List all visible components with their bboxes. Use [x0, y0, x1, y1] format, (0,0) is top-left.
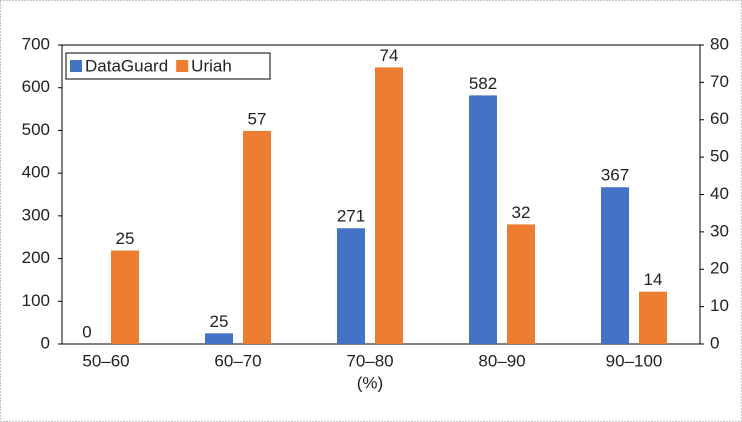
y2-tick-label: 70 [710, 72, 729, 91]
y2-tick-label: 0 [710, 333, 719, 352]
bar [111, 250, 139, 344]
data-label: 14 [644, 270, 663, 289]
y-tick-label: 200 [22, 248, 50, 267]
y2-tick-label: 60 [710, 109, 729, 128]
legend-swatch [176, 60, 189, 72]
x-tick-label: 60–70 [214, 351, 261, 370]
x-tick-label: 80–90 [478, 351, 525, 370]
data-label: 582 [469, 74, 497, 93]
x-tick-label: 90–100 [606, 351, 663, 370]
y2-tick-label: 80 [710, 34, 729, 53]
data-label: 367 [601, 166, 629, 185]
y-tick-label: 400 [22, 163, 50, 182]
y-tick-label: 600 [22, 77, 50, 96]
y2-tick-label: 30 [710, 221, 729, 240]
y-tick-label: 300 [22, 205, 50, 224]
data-label: 57 [248, 109, 267, 128]
y-tick-label: 700 [22, 34, 50, 53]
data-label: 32 [512, 203, 531, 222]
y2-tick-label: 10 [710, 296, 729, 315]
bar [639, 291, 667, 344]
bar [205, 333, 233, 344]
data-label: 271 [337, 207, 365, 226]
bar [243, 130, 271, 344]
x-tick-label: 50–60 [82, 351, 129, 370]
data-label: 25 [210, 312, 229, 331]
legend-box [65, 52, 271, 80]
bar [337, 228, 365, 344]
y2-tick-label: 50 [710, 147, 729, 166]
legend-label: Uriah [191, 56, 232, 75]
legend-swatch [70, 60, 82, 72]
legend-label: DataGuard [85, 56, 168, 75]
y-tick-label: 100 [22, 291, 50, 310]
data-label: 25 [116, 229, 135, 248]
data-label: 74 [380, 46, 399, 65]
bar [469, 95, 497, 344]
x-tick-label: 70–80 [346, 351, 393, 370]
y2-tick-label: 20 [710, 259, 729, 278]
x-axis-label: (%) [357, 373, 383, 392]
data-label: 0 [82, 322, 91, 341]
bar [375, 67, 403, 345]
y-tick-label: 0 [41, 333, 50, 352]
bar [601, 187, 629, 344]
bar [507, 224, 535, 344]
y-tick-label: 500 [22, 120, 50, 139]
y2-tick-label: 40 [710, 184, 729, 203]
